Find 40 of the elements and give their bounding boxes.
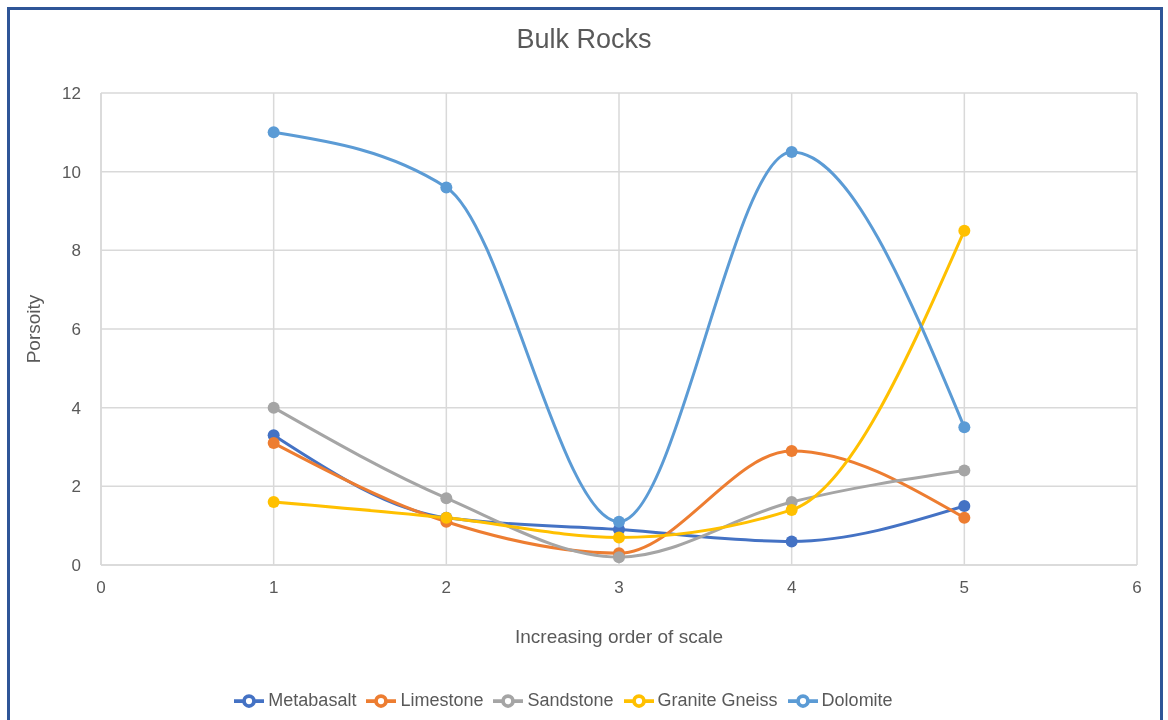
point [958, 511, 971, 524]
y-tick-label: 0 [71, 556, 81, 576]
point [440, 492, 453, 505]
x-tick-label: 2 [441, 578, 452, 598]
point [958, 224, 971, 237]
legend-label: Dolomite [821, 689, 893, 710]
y-axis-title: Porsoity [23, 294, 44, 364]
point [958, 421, 971, 434]
point [267, 437, 280, 450]
y-tick-label: 4 [71, 398, 81, 418]
point [613, 531, 625, 544]
point [785, 444, 798, 457]
x-tick-label: 4 [786, 578, 797, 598]
point [613, 551, 625, 564]
legend-label: Metabasalt [268, 689, 357, 710]
point [267, 401, 280, 414]
x-tick-label: 1 [268, 578, 279, 598]
y-tick-label: 6 [71, 320, 81, 340]
point [785, 535, 798, 548]
point [785, 503, 798, 516]
point [958, 464, 971, 477]
y-tick-label: 2 [71, 477, 81, 497]
point [958, 500, 971, 512]
x-axis-title: Increasing order of scale [514, 626, 724, 647]
y-tick-label: 12 [62, 84, 81, 104]
legend-label: Limestone [400, 689, 484, 710]
legend-label: Granite Gneiss [657, 689, 778, 710]
point [785, 146, 798, 158]
point [267, 126, 280, 139]
chart-title: Bulk Rocks [515, 24, 653, 55]
x-tick-label: 0 [96, 578, 106, 598]
legend-label: Sandstone [527, 689, 614, 710]
x-tick-label: 3 [614, 578, 624, 598]
point [613, 515, 625, 528]
x-tick-label: 5 [959, 578, 970, 598]
point [267, 496, 280, 509]
x-tick-label: 6 [1132, 578, 1142, 598]
y-tick-label: 8 [71, 241, 81, 261]
y-tick-label: 10 [62, 162, 81, 182]
point [440, 181, 453, 194]
